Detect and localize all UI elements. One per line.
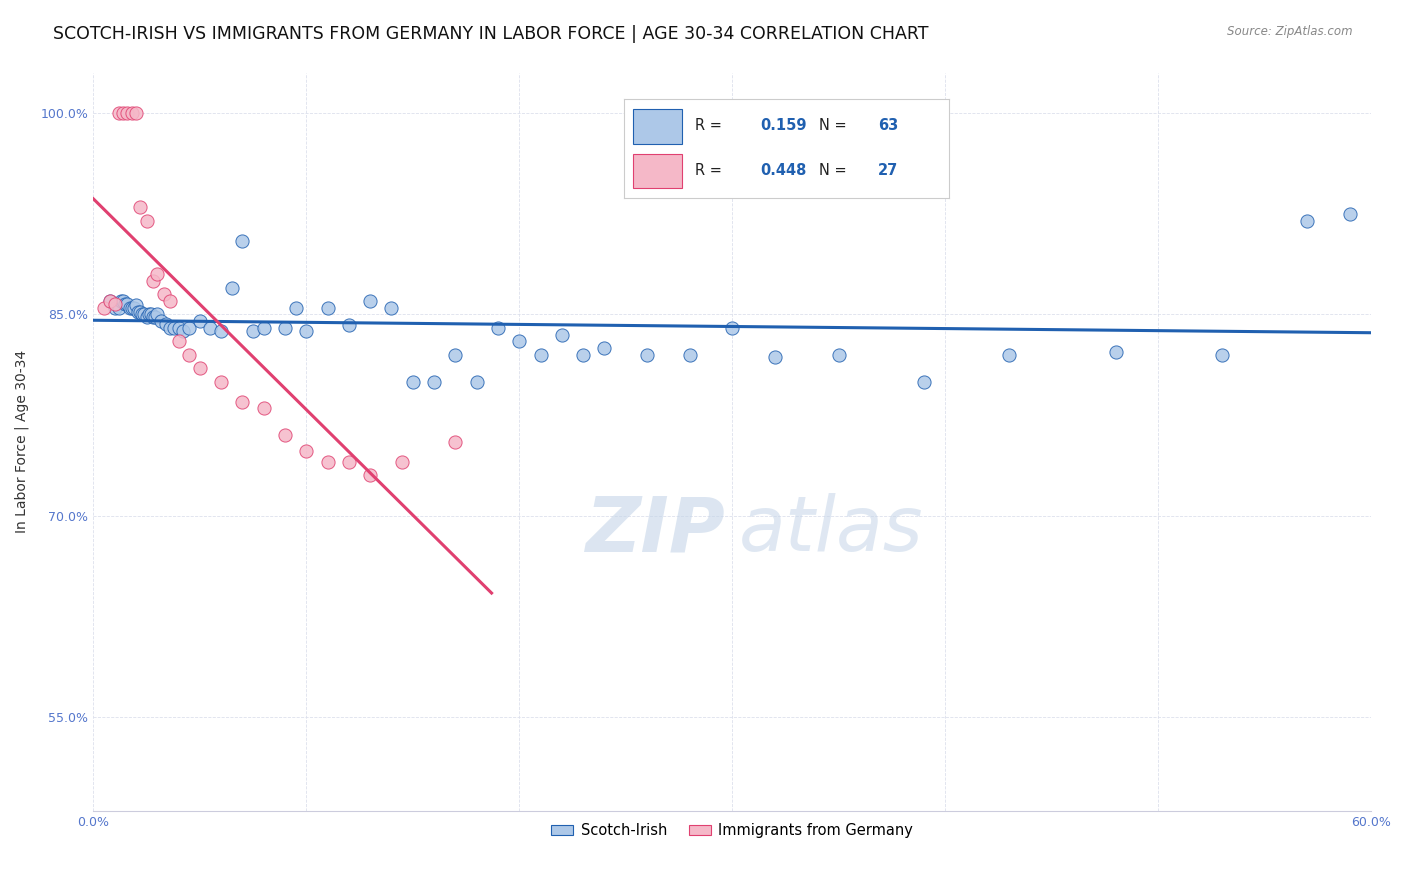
Point <box>380 301 402 315</box>
Point <box>337 455 360 469</box>
Point <box>529 348 551 362</box>
Point <box>146 267 169 281</box>
Point <box>93 301 115 315</box>
Point <box>231 394 253 409</box>
Point <box>112 106 135 120</box>
Text: atlas: atlas <box>738 493 924 567</box>
Point <box>125 106 148 120</box>
Point <box>593 341 616 355</box>
Point <box>284 301 307 315</box>
Point <box>763 351 786 365</box>
Point <box>359 293 381 308</box>
Point <box>444 348 467 362</box>
Point <box>138 308 160 322</box>
Point <box>118 301 141 315</box>
Point <box>998 348 1021 362</box>
Point <box>359 468 381 483</box>
Point <box>131 308 153 322</box>
Point <box>444 434 467 449</box>
Point <box>912 375 935 389</box>
Point <box>1104 345 1126 359</box>
Point <box>242 324 264 338</box>
Point <box>423 375 446 389</box>
Point <box>402 375 425 389</box>
Point <box>295 444 318 458</box>
Point <box>721 321 744 335</box>
Point <box>316 455 339 469</box>
Point <box>572 348 595 362</box>
Point <box>253 321 276 335</box>
Point <box>112 293 135 308</box>
Point <box>121 301 143 315</box>
Point <box>117 297 139 311</box>
Point <box>142 310 165 325</box>
Point <box>129 200 152 214</box>
Point <box>108 106 131 120</box>
Point <box>636 348 658 362</box>
Point <box>135 310 157 325</box>
Point <box>104 297 127 311</box>
Point <box>155 317 177 331</box>
Legend: Scotch-Irish, Immigrants from Germany: Scotch-Irish, Immigrants from Germany <box>546 817 918 844</box>
Point <box>150 314 173 328</box>
Point <box>274 321 297 335</box>
Point <box>179 321 201 335</box>
Point <box>142 274 165 288</box>
Point <box>125 298 148 312</box>
Point <box>100 293 122 308</box>
Point <box>274 428 297 442</box>
Point <box>221 280 243 294</box>
Point <box>200 321 222 335</box>
Point <box>209 375 232 389</box>
Point <box>100 293 122 308</box>
Point <box>117 106 139 120</box>
Point <box>152 287 174 301</box>
Point <box>678 348 700 362</box>
Point <box>179 348 201 362</box>
Point <box>316 301 339 315</box>
Point <box>188 314 211 328</box>
Text: ZIP: ZIP <box>586 493 725 567</box>
Point <box>127 305 149 319</box>
Point <box>159 321 181 335</box>
Point <box>167 321 190 335</box>
Point <box>209 324 232 338</box>
Point <box>172 324 194 338</box>
Point <box>253 401 276 416</box>
Point <box>110 293 132 308</box>
Point <box>486 321 509 335</box>
Point <box>1296 213 1319 227</box>
Point <box>108 301 131 315</box>
Y-axis label: In Labor Force | Age 30-34: In Labor Force | Age 30-34 <box>15 351 30 533</box>
Point <box>104 301 127 315</box>
Point <box>143 310 166 325</box>
Point <box>135 213 157 227</box>
Point <box>121 106 143 120</box>
Text: SCOTCH-IRISH VS IMMIGRANTS FROM GERMANY IN LABOR FORCE | AGE 30-34 CORRELATION C: SCOTCH-IRISH VS IMMIGRANTS FROM GERMANY … <box>53 25 929 43</box>
Point <box>231 234 253 248</box>
Point <box>1339 207 1361 221</box>
Point <box>508 334 530 349</box>
Point <box>295 324 318 338</box>
Point <box>465 375 488 389</box>
Text: Source: ZipAtlas.com: Source: ZipAtlas.com <box>1227 25 1353 38</box>
Point <box>188 361 211 376</box>
Point <box>167 334 190 349</box>
Point <box>391 455 413 469</box>
Point <box>159 293 181 308</box>
Point <box>1211 348 1233 362</box>
Point <box>129 305 152 319</box>
Point <box>139 308 162 322</box>
Point <box>134 308 156 322</box>
Point <box>551 327 574 342</box>
Point <box>828 348 851 362</box>
Point <box>146 308 169 322</box>
Point <box>337 318 360 333</box>
Point <box>114 297 136 311</box>
Point <box>122 301 145 315</box>
Point <box>163 321 186 335</box>
